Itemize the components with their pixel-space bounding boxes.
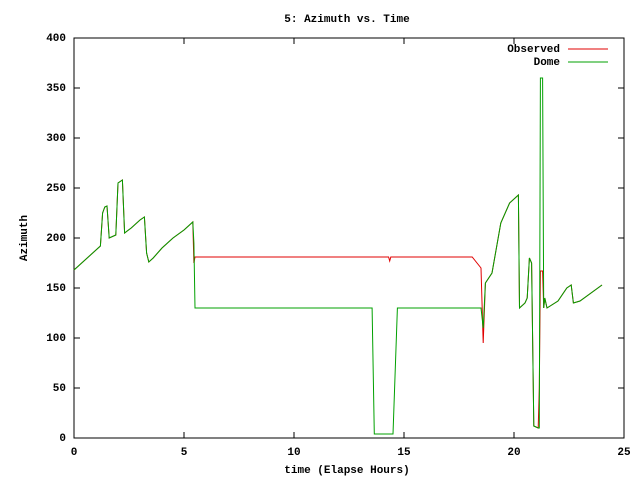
x-tick-label: 5 <box>181 447 188 459</box>
series-line <box>73 179 603 429</box>
x-tick-label: 20 <box>507 447 520 459</box>
y-tick-label: 350 <box>46 83 66 95</box>
x-tick-label: 10 <box>287 447 300 459</box>
y-axis-label: Azimuth <box>19 215 31 261</box>
y-tick-label: 200 <box>46 233 66 245</box>
x-tick-label: 25 <box>617 447 631 459</box>
x-axis-label: time (Elapse Hours) <box>284 465 409 477</box>
series-line <box>73 77 603 435</box>
y-tick-label: 0 <box>59 433 66 445</box>
x-tick-label: 0 <box>71 447 78 459</box>
y-tick-label: 150 <box>46 283 66 295</box>
legend-label: Observed <box>507 44 560 56</box>
chart-title: 5: Azimuth vs. Time <box>284 14 410 26</box>
y-tick-label: 300 <box>46 133 66 145</box>
y-tick-label: 100 <box>46 333 66 345</box>
y-tick-label: 50 <box>53 383 66 395</box>
x-tick-label: 15 <box>397 447 411 459</box>
plot-border <box>73 37 625 439</box>
y-tick-label: 250 <box>46 183 66 195</box>
y-tick-label: 400 <box>46 33 66 45</box>
legend-label: Dome <box>534 57 561 69</box>
